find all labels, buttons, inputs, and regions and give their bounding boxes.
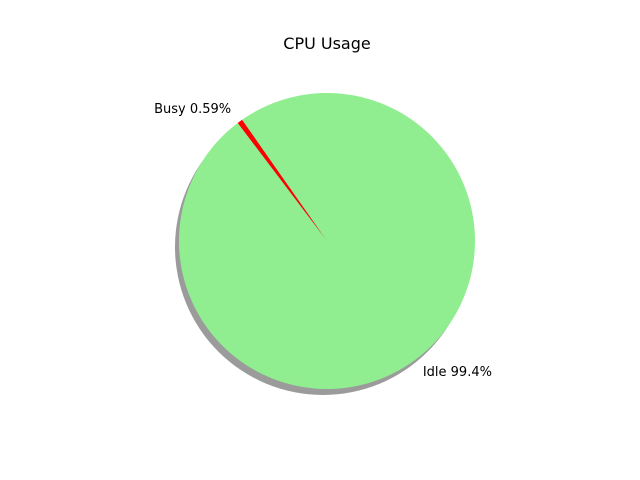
- pie-labels: Busy 0.59% Idle 99.4%: [154, 102, 492, 380]
- pie-slice-idle: [178, 93, 475, 390]
- pie-label-busy: Busy 0.59%: [154, 102, 231, 117]
- pie-slice-busy: [237, 119, 327, 241]
- pie-label-idle: Idle 99.4%: [423, 365, 492, 380]
- pie-slices: [178, 93, 475, 390]
- chart-title: CPU Usage: [283, 34, 370, 53]
